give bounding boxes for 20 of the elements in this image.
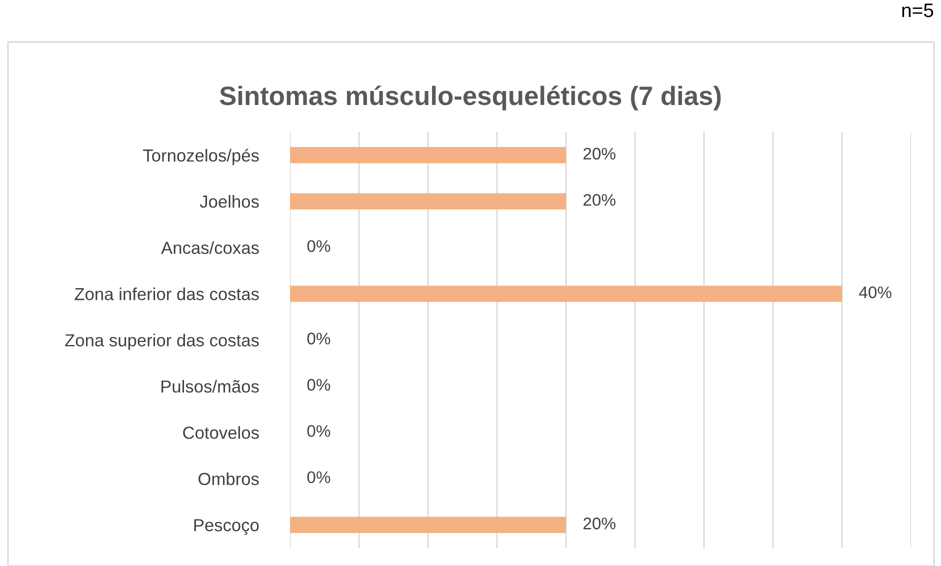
y-tick-label: Ancas/coxas — [161, 241, 259, 254]
text: n=5 — [902, 4, 934, 18]
data-label: 20% — [584, 194, 616, 206]
chart-title: Sintomas músculo-esqueléticos (7 dias) — [220, 86, 721, 110]
data-label: 0% — [307, 471, 330, 484]
data-label: 20% — [584, 518, 616, 530]
data-label: 0% — [307, 378, 330, 391]
y-tick-label: Cotovelos — [183, 426, 259, 439]
data-label: 0% — [307, 425, 330, 437]
y-tick-label: Pulsos/mãos — [161, 380, 259, 393]
y-tick-label: Tornozelos/pés — [143, 148, 259, 166]
data-label: 40% — [859, 286, 892, 298]
data-label: 0% — [307, 240, 330, 252]
y-tick-label: Pescoço — [194, 519, 259, 535]
y-tick-label: Joelhos — [200, 195, 259, 208]
y-tick-label: Ombros — [198, 472, 259, 486]
data-label: 0% — [307, 332, 330, 344]
y-tick-label: Zona inferior das costas — [74, 287, 259, 300]
y-tick-label: Zona superior das costas — [65, 334, 259, 350]
data-label: 20% — [584, 148, 616, 160]
